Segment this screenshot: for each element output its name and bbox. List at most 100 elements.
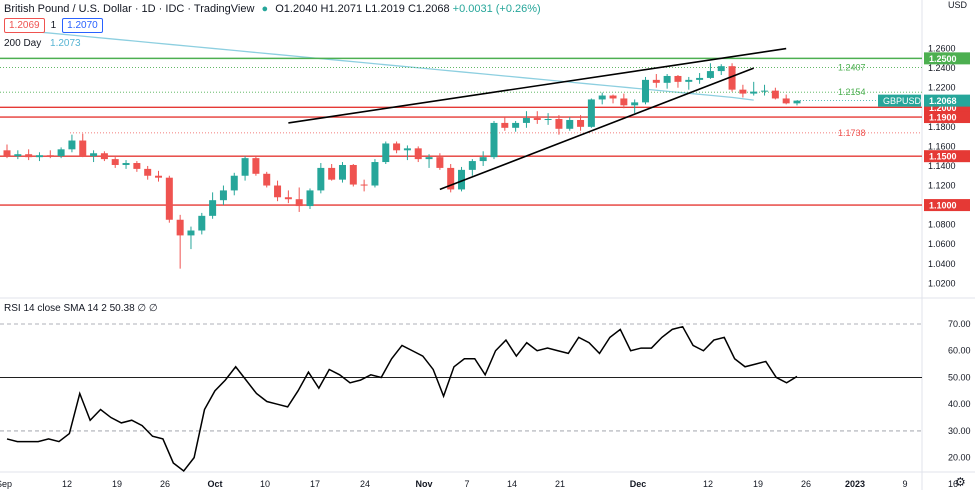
candle-body[interactable] xyxy=(771,90,779,99)
candle-body[interactable] xyxy=(35,155,43,158)
candle-body[interactable] xyxy=(393,143,401,151)
candle-body[interactable] xyxy=(274,185,282,198)
candle-body[interactable] xyxy=(739,89,747,94)
candle-body[interactable] xyxy=(252,158,260,174)
candle-body[interactable] xyxy=(512,122,520,128)
candle-body[interactable] xyxy=(447,167,455,190)
candle-body[interactable] xyxy=(90,153,98,157)
candle-body[interactable] xyxy=(501,122,509,128)
level-tag-label-1.1500: 1.1500 xyxy=(929,152,957,162)
channel-line-lower[interactable] xyxy=(439,67,755,191)
candle-body[interactable] xyxy=(209,200,217,216)
candle-body[interactable] xyxy=(566,119,574,129)
candle-body[interactable] xyxy=(436,157,444,168)
candle-body[interactable] xyxy=(414,148,422,160)
channel-line-upper[interactable] xyxy=(288,47,787,124)
candle-body[interactable] xyxy=(555,119,563,129)
candle-body[interactable] xyxy=(750,91,758,94)
time-tick-label: 14 xyxy=(507,479,517,489)
candle-body[interactable] xyxy=(187,230,195,236)
candle-body[interactable] xyxy=(782,98,790,104)
candle-body[interactable] xyxy=(317,167,325,191)
candle-body[interactable] xyxy=(598,95,606,100)
candle-body[interactable] xyxy=(490,122,498,158)
candle-body[interactable] xyxy=(328,167,336,180)
candle-body[interactable] xyxy=(663,75,671,83)
ma-legend[interactable]: 200 Day 1.2073 xyxy=(4,38,81,49)
candle-body[interactable] xyxy=(176,219,184,236)
candle-body[interactable] xyxy=(219,190,227,201)
price-tick-label: 1.1200 xyxy=(928,181,956,191)
candle-body[interactable] xyxy=(641,79,649,103)
price-tick-label: 1.1600 xyxy=(928,141,956,151)
candle-body[interactable] xyxy=(544,119,552,121)
candle-body[interactable] xyxy=(3,150,11,157)
candle-body[interactable] xyxy=(155,175,163,178)
time-tick-label: Nov xyxy=(415,479,432,489)
candle-body[interactable] xyxy=(620,98,628,106)
buy-button[interactable]: 1.2070 xyxy=(62,18,103,33)
level-tag-label-1.1000: 1.1000 xyxy=(929,201,957,211)
candle-body[interactable] xyxy=(295,199,303,207)
change-value: +0.0031 (+0.26%) xyxy=(452,3,541,15)
candle-body[interactable] xyxy=(696,77,704,80)
candle-body[interactable] xyxy=(468,161,476,170)
candle-body[interactable] xyxy=(403,148,411,151)
price-tick-label: 1.2200 xyxy=(928,83,956,93)
time-tick-label: 16 xyxy=(948,479,958,489)
candle-body[interactable] xyxy=(46,155,54,157)
price-tick-label: 1.0400 xyxy=(928,259,956,269)
candle-body[interactable] xyxy=(425,157,433,160)
candle-body[interactable] xyxy=(479,157,487,162)
candle-body[interactable] xyxy=(652,79,660,83)
ma-200-line[interactable] xyxy=(6,28,754,101)
candle-body[interactable] xyxy=(706,71,714,78)
candle-body[interactable] xyxy=(360,184,368,186)
candle-body[interactable] xyxy=(14,154,22,157)
settings-gear-icon[interactable]: ⚙ xyxy=(955,475,966,489)
rsi-line[interactable] xyxy=(6,325,798,473)
candle-body[interactable] xyxy=(122,163,130,165)
candle-body[interactable] xyxy=(349,164,357,185)
candle-body[interactable] xyxy=(458,169,466,190)
candle-body[interactable] xyxy=(68,140,76,150)
candle-body[interactable] xyxy=(631,102,639,106)
candle-body[interactable] xyxy=(717,66,725,72)
candle-body[interactable] xyxy=(609,95,617,99)
level-tag-1.1500 xyxy=(924,150,970,163)
candle-body[interactable] xyxy=(382,143,390,163)
price-tick-label: 1.2600 xyxy=(928,44,956,54)
candle-body[interactable] xyxy=(371,162,379,186)
rsi-legend[interactable]: RSI 14 close SMA 14 2 50.38 ∅ ∅ xyxy=(4,303,158,314)
candle-body[interactable] xyxy=(198,215,206,231)
candle-body[interactable] xyxy=(230,175,238,191)
candle-body[interactable] xyxy=(79,140,87,157)
symbol-title[interactable]: British Pound / U.S. Dollar · 1D · IDC ·… xyxy=(4,3,255,15)
candle-body[interactable] xyxy=(57,149,65,157)
level-tag-1.2500 xyxy=(924,52,970,65)
symbol-tag-label: GBPUSD xyxy=(883,96,922,106)
candle-body[interactable] xyxy=(577,119,585,127)
candle-body[interactable] xyxy=(587,99,595,127)
candle-body[interactable] xyxy=(284,197,292,200)
candle-body[interactable] xyxy=(793,100,801,104)
candle-body[interactable] xyxy=(533,118,541,120)
candle-body[interactable] xyxy=(133,163,141,169)
candle-body[interactable] xyxy=(263,173,271,186)
candle-body[interactable] xyxy=(241,158,249,176)
candle-body[interactable] xyxy=(522,118,530,123)
candle-body[interactable] xyxy=(144,168,152,176)
sell-button[interactable]: 1.2069 xyxy=(4,18,45,33)
candle-body[interactable] xyxy=(685,79,693,82)
candle-body[interactable] xyxy=(674,75,682,82)
candle-body[interactable] xyxy=(338,164,346,180)
candle-body[interactable] xyxy=(100,153,108,160)
candle-body[interactable] xyxy=(306,190,314,207)
time-tick-label: 24 xyxy=(360,479,370,489)
candle-body[interactable] xyxy=(165,177,173,220)
candle-body[interactable] xyxy=(111,159,119,165)
candle-body[interactable] xyxy=(728,66,736,90)
candle-body[interactable] xyxy=(761,90,769,92)
candle-body[interactable] xyxy=(25,154,33,158)
